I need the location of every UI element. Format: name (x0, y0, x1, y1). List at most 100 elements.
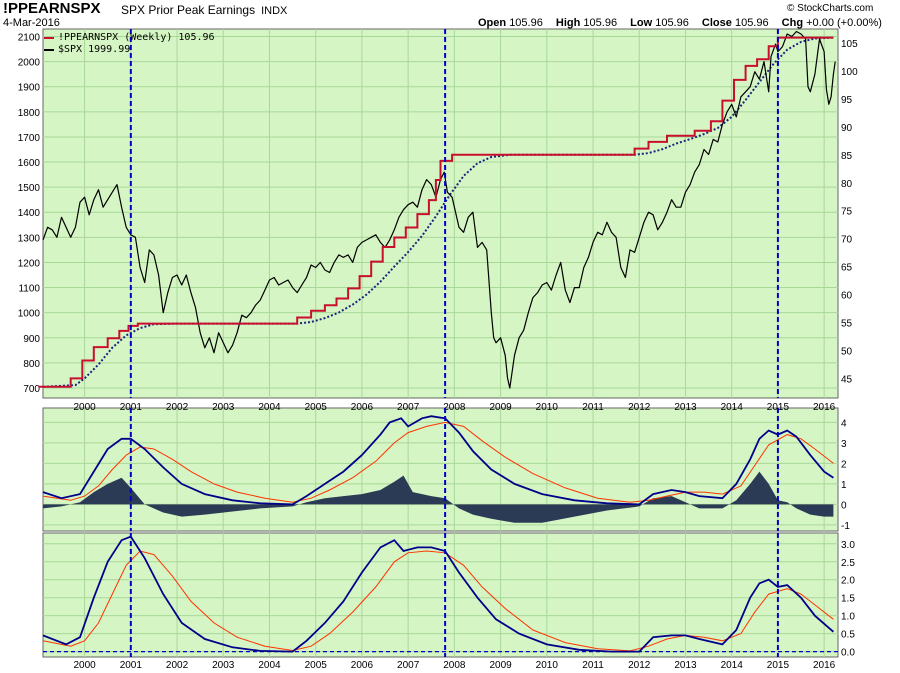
right-axis-tick-label: 50 (841, 346, 853, 357)
x-tick-label: 2010 (536, 402, 559, 413)
chart-date: 4-Mar-2016 (3, 17, 60, 29)
x-tick-label: 2004 (258, 660, 281, 671)
left-axis-tick-label: 1100 (18, 284, 40, 295)
left-axis-tick-label: 1400 (18, 208, 41, 219)
x-tick-label: 2011 (582, 402, 604, 413)
x-tick-label: 2006 (351, 402, 374, 413)
panel-1-background (42, 28, 839, 399)
high-value: 105.96 (583, 17, 618, 29)
left-axis-tick-label: 1300 (18, 233, 41, 244)
left-axis-tick-label: 900 (23, 334, 40, 345)
close-value: 105.96 (734, 17, 769, 29)
x-tick-label: 2006 (351, 660, 374, 671)
right-axis-tick-label: 2.0 (841, 576, 855, 587)
legend-label-spx: $SPX 1999.99 (58, 44, 131, 55)
indicator-line (42, 535, 834, 653)
x-tick-label: 2007 (397, 660, 420, 671)
left-axis-tick-label: 1700 (18, 133, 41, 144)
x-tick-label: 2009 (489, 660, 512, 671)
left-axis-tick-label: 2100 (18, 33, 41, 44)
left-axis-tick-label: 800 (23, 359, 40, 370)
right-axis-tick-label: 105 (841, 39, 858, 50)
stockcharts-brand[interactable]: © StockCharts.com (787, 3, 874, 14)
left-axis-tick-label: 1000 (18, 309, 41, 320)
right-axis-tick-label: 1.5 (841, 594, 855, 605)
left-axis-tick-label: 1900 (18, 83, 41, 94)
x-tick-label: 2011 (582, 660, 604, 671)
x-tick-label: 2013 (674, 402, 697, 413)
chg-value: +0.00 (+0.00%) (806, 17, 882, 29)
spx-price-line (42, 30, 836, 389)
right-axis-tick-label: 90 (841, 123, 853, 134)
x-tick-label: 2002 (166, 660, 189, 671)
legend-label-earnings: !PPEARNSPX (Weekly) 105.96 (58, 32, 215, 43)
high-label: High (555, 17, 581, 29)
description-text: SPX Prior Peak Earnings (121, 3, 256, 17)
x-tick-label: 2005 (305, 402, 328, 413)
right-axis-tick-label: 2.5 (841, 558, 855, 569)
open-label: Open (478, 17, 507, 29)
right-axis-tick-label: 0.5 (841, 630, 855, 641)
right-axis-tick-label: 60 (841, 291, 853, 302)
low-value: 105.96 (655, 17, 689, 29)
right-axis-tick-label: 100 (841, 67, 858, 78)
right-axis-tick-label: 80 (841, 179, 853, 190)
right-axis-tick-label: 70 (841, 235, 853, 246)
x-tick-label: 2008 (443, 402, 466, 413)
x-tick-label: 2005 (305, 660, 328, 671)
left-axis-tick-label: 1800 (18, 108, 41, 119)
x-tick-label: 2000 (73, 660, 96, 671)
right-axis-tick-label: 75 (841, 207, 853, 218)
right-axis-tick-label: 95 (841, 95, 853, 106)
right-axis-tick-label: 0.0 (841, 648, 855, 659)
exchange-label: INDX (261, 5, 288, 17)
x-tick-label: 2012 (628, 402, 651, 413)
x-tick-label: 2012 (628, 660, 651, 671)
x-tick-label: 2000 (73, 402, 96, 413)
left-axis-tick-label: 1600 (18, 158, 41, 169)
ohlc-readout: Open 105.96 High 105.96 Low 105.96 Close… (478, 17, 892, 29)
legend-swatch-earnings (44, 36, 54, 39)
panel-2-background (42, 407, 839, 532)
x-tick-label: 2007 (397, 402, 420, 413)
x-tick-label: 2015 (767, 402, 790, 413)
left-axis-tick-label: 1500 (18, 183, 41, 194)
right-axis-tick-label: 65 (841, 263, 853, 274)
x-tick-label: 2002 (166, 402, 189, 413)
histogram-area (43, 471, 834, 523)
indicator-line (42, 415, 834, 506)
chg-label: Chg (781, 17, 804, 29)
left-axis-tick-label: 1200 (18, 258, 41, 269)
right-axis-tick-label: 2 (841, 459, 847, 470)
left-axis-tick-label: 2000 (18, 58, 41, 69)
x-tick-label: 2001 (120, 402, 143, 413)
open-value: 105.96 (509, 17, 543, 29)
x-tick-label: 2013 (674, 660, 697, 671)
right-axis-tick-label: 1.0 (841, 612, 855, 623)
x-tick-label: 2010 (536, 660, 559, 671)
legend-swatch-spx (44, 48, 54, 51)
x-tick-label: 2009 (489, 402, 512, 413)
legend-entry-spx: $SPX 1999.99 (44, 44, 130, 55)
right-axis-tick-label: 3.0 (841, 540, 855, 551)
low-label: Low (630, 17, 653, 29)
earnings-step-line (38, 36, 834, 388)
legend-entry-earnings: !PPEARNSPX (Weekly) 105.96 (44, 32, 215, 43)
close-label: Close (701, 17, 732, 29)
right-axis-tick-label: 85 (841, 151, 853, 162)
right-axis-tick-label: 1 (841, 480, 847, 491)
symbol-title: !PPEARNSPX (3, 0, 101, 17)
left-axis-tick-label: 700 (23, 384, 40, 395)
x-tick-label: 2014 (721, 660, 744, 671)
panel-3-background (42, 532, 839, 658)
right-axis-tick-label: 4 (841, 418, 847, 429)
x-tick-label: 2003 (212, 402, 235, 413)
symbol-description: SPX Prior Peak Earnings INDX (121, 3, 287, 17)
right-axis-tick-label: 55 (841, 319, 853, 330)
x-tick-label: 2016 (813, 402, 836, 413)
right-axis-tick-label: -1 (841, 521, 850, 532)
x-tick-label: 2008 (443, 660, 466, 671)
x-tick-label: 2014 (721, 402, 744, 413)
x-tick-label: 2004 (258, 402, 281, 413)
